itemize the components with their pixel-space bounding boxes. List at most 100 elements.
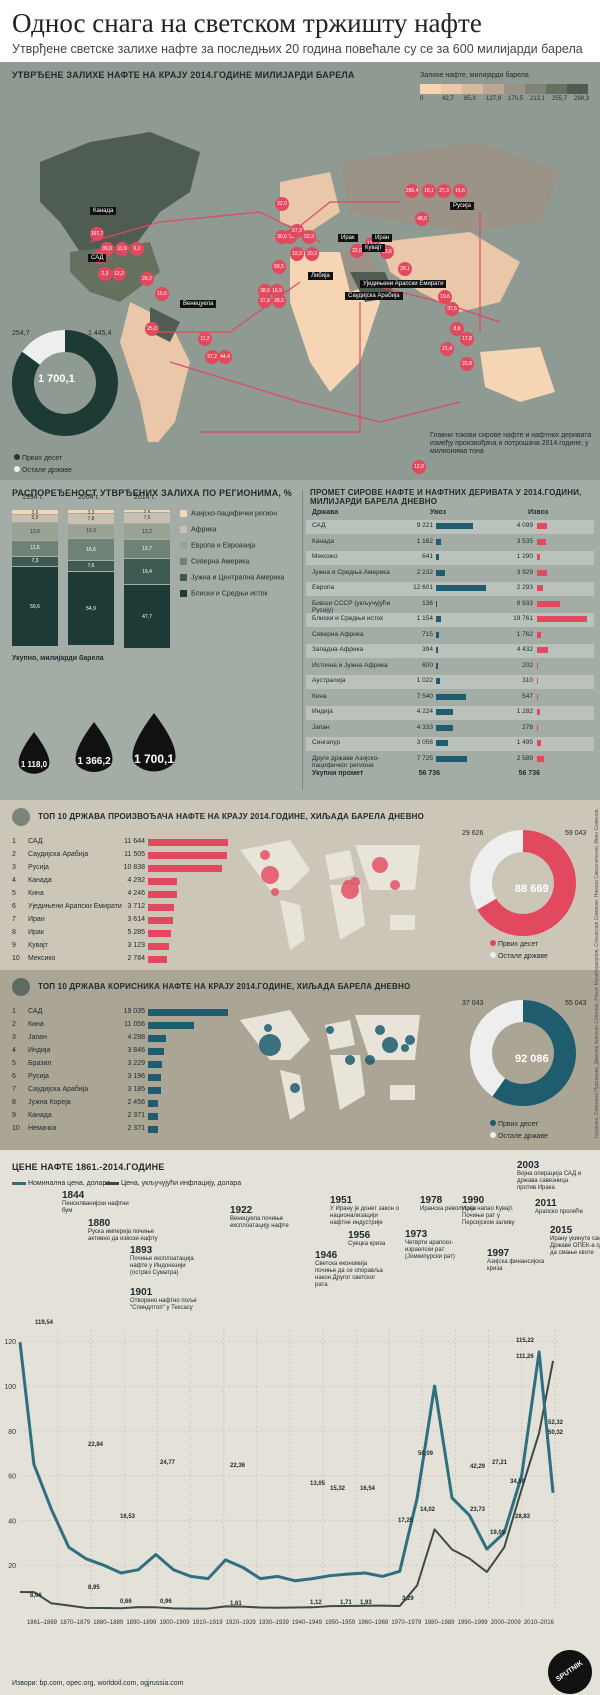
price-point-label: 1,93 [360, 1600, 372, 1606]
rank: 10 [12, 1125, 20, 1132]
event-text: Суецка криза [348, 1241, 386, 1247]
trade-row [306, 551, 594, 565]
y-tick-label: 80 [8, 1429, 16, 1436]
scale-swatch [462, 84, 483, 94]
region-legend-item: Блиски и Средњи исток [180, 590, 290, 598]
rank: 5 [12, 890, 16, 897]
trade-country: Друге државе Азијско-пацифичког региона [312, 754, 380, 769]
country-bar [148, 930, 171, 937]
country-bar [148, 839, 228, 846]
source: Извори: bp.com, opec.org, worldoil.com, … [12, 1680, 184, 1687]
region-stack-label: 7,6 [143, 515, 151, 522]
trade-col-country: Држава [312, 509, 339, 516]
price-point-label: 28,83 [515, 1514, 531, 1520]
country-bar [148, 904, 174, 911]
price-point-label: 19,09 [490, 1530, 506, 1536]
trade-export: 2 293 [516, 584, 533, 591]
donut-others-label: 254,7 [12, 330, 30, 337]
price-chart: 20 40 60 80 100 120 1861–1869 1870–1879 1880–188… [4, 1320, 563, 1626]
x-tick-label: 1970–1979 [391, 1620, 422, 1626]
country-tag-iran: Иран [372, 234, 393, 242]
trade-import: 2 232 [416, 568, 433, 576]
region-stack-label: 13,6 [30, 528, 40, 535]
country-bar [148, 1009, 228, 1016]
legend-real: Цена, укључујући инфлацију, долара [105, 1180, 241, 1187]
trade-export-bar [537, 554, 541, 560]
consumers-others-label: 37 043 [462, 1000, 484, 1007]
flow-pin: 30,6 [275, 230, 289, 244]
trade-row [306, 644, 594, 658]
trade-export-bar [537, 585, 543, 591]
x-tick-label: 1861–1869 [27, 1620, 58, 1626]
country-name: САД [28, 838, 43, 845]
country-bar [148, 865, 223, 872]
flow-pin: 15,6 [155, 287, 169, 301]
flow-pin: 27,3 [437, 184, 451, 198]
event-text: Пенсилванијски нафтни бум [62, 1201, 129, 1214]
country-name: Канада [28, 877, 52, 884]
region-stack-label: 7,8 [87, 516, 95, 523]
flow-pin: 21,4 [440, 342, 454, 356]
producers-donut [470, 830, 576, 936]
region-stack-segment: 13,7 [124, 540, 170, 559]
price-event: 2003 Војна операција САД и држава савезни… [517, 1160, 587, 1192]
trade-import: 12 601 [413, 584, 433, 591]
map-title: УТВРЂЕНЕ ЗАЛИХЕ НАФТЕ НА КРАЈУ 2014.ГОДИ… [12, 70, 355, 80]
flow-pin: 19,3 [290, 247, 304, 261]
event-year: 1893 [130, 1245, 153, 1256]
trade-import: 1 022 [416, 677, 433, 684]
flow-pin: 28,5 [272, 294, 286, 308]
trade-import: 7 725 [416, 754, 433, 762]
trade-export: 8 933 [516, 599, 533, 607]
country-bar [148, 1022, 195, 1029]
scale-tick: 42,7 [442, 96, 454, 102]
scale-tick: 255,7 [552, 96, 568, 102]
x-tick-label: 1960–1969 [358, 1620, 389, 1626]
rank: 1 [12, 1008, 16, 1015]
donut-slice-first-ten [477, 830, 576, 936]
country-name: Немачка [28, 1125, 57, 1132]
country-tag-usa: САД [88, 254, 107, 262]
price-point-label: 1,61 [230, 1601, 242, 1607]
legend-others: Остале државе [14, 466, 72, 474]
country-name: Мексико [28, 955, 56, 962]
flow-pin: 12,2 [112, 267, 126, 281]
region-legend-label: Блиски и Средњи исток [191, 590, 268, 598]
price-point-label: 15,32 [330, 1486, 346, 1492]
event-year: 1946 [315, 1250, 338, 1261]
trade-import: 4 224 [416, 708, 433, 715]
country-bar [148, 852, 228, 859]
country-value: 4 298 [127, 1034, 145, 1041]
region-legend-label: Африка [191, 526, 217, 534]
flow-pin: 296,4 [405, 184, 419, 198]
flow-legend-note: Главни токови сирове нафте и нафтних дер… [430, 432, 592, 455]
trade-import: 1 162 [416, 537, 433, 545]
consumers-title: ТОП 10 ДРЖАВА КОРИСНИКА НАФТЕ НА КРАЈУ 2… [38, 982, 411, 991]
price-event: 1951 У Ирану је донет закон о национализа… [330, 1195, 400, 1227]
country-bar [148, 956, 168, 963]
country-value: 3 123 [127, 942, 145, 949]
event-year: 2015 [550, 1225, 573, 1236]
price-event: 1973 Четврти арапско-израелски рат (Јомки… [405, 1229, 475, 1261]
price-point-label: 23,73 [470, 1507, 486, 1513]
consumers-first-label: 55 043 [565, 1000, 587, 1007]
region-stack-segment: 7,6 [68, 561, 114, 572]
trade-export-bar [537, 724, 538, 731]
country-bar [148, 917, 173, 924]
y-tick-label: 40 [8, 1518, 16, 1525]
price-point-label: 111,26 [516, 1354, 534, 1360]
flow-pin: 53,3 [302, 230, 316, 244]
region-stack-label: 54,9 [86, 605, 96, 612]
country-name: Ирак [28, 929, 44, 936]
region-stack-label: 59,6 [30, 603, 40, 610]
trade-export-bar [537, 755, 544, 762]
total-drop [75, 722, 113, 773]
trade-export-bar [537, 538, 546, 545]
price-point-label: 115,22 [516, 1338, 535, 1344]
rank: 3 [12, 1034, 16, 1041]
event-year: 1951 [330, 1195, 353, 1206]
country-name: Бразил [28, 1060, 52, 1067]
country-value: 3 185 [127, 1086, 145, 1093]
event-text: Почиње експлоатација нафте у Индонезији … [130, 1256, 194, 1276]
